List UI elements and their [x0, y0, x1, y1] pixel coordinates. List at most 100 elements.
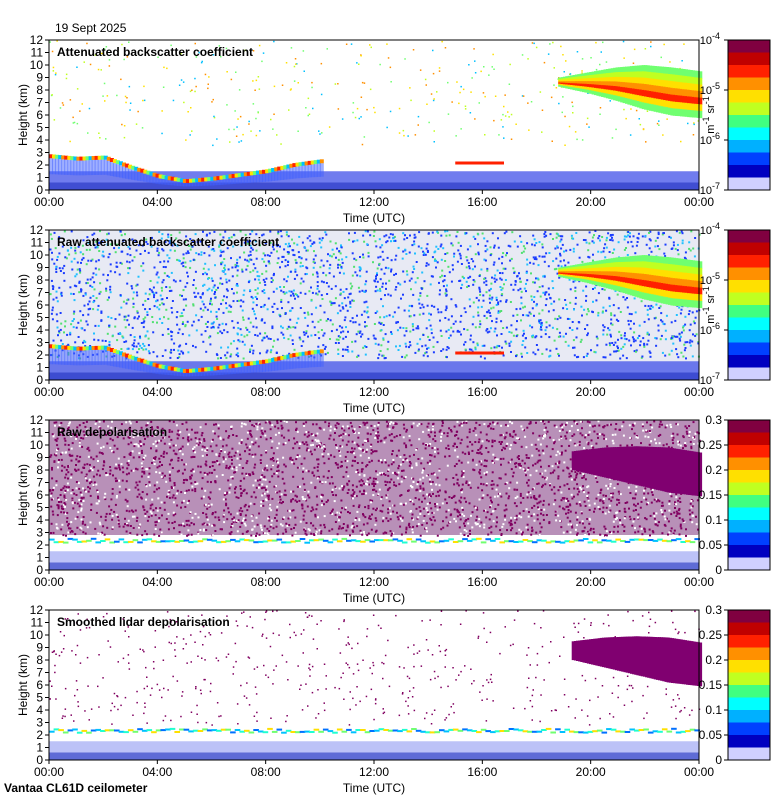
noise-pixel — [221, 299, 224, 302]
high-cloud-pixel — [636, 291, 641, 298]
noise-pixel — [333, 500, 336, 503]
noise-pixel — [179, 294, 182, 297]
cloud-layer-pixel — [228, 364, 233, 369]
high-cloud-pixel — [625, 256, 629, 263]
high-cloud-pixel — [586, 89, 591, 94]
x-tick-label: 20:00 — [576, 385, 606, 399]
noise-pixel — [467, 262, 470, 264]
noise-pixel — [533, 238, 536, 241]
high-cloud-pixel — [596, 77, 600, 82]
noise-pixel — [678, 231, 681, 234]
high-cloud-pixel — [696, 267, 700, 275]
noise-pixel — [596, 344, 599, 347]
noise-pixel — [510, 340, 513, 343]
noise-pixel — [532, 262, 535, 265]
noise-pixel — [127, 314, 130, 317]
high-cloud-pixel — [644, 71, 648, 79]
high-cloud-pixel — [668, 297, 672, 305]
noise-pixel — [150, 512, 153, 515]
noise-pixel — [360, 470, 363, 473]
noise-pixel — [221, 322, 224, 325]
noise-pixel — [483, 258, 486, 261]
noise-pixel — [579, 340, 582, 343]
noise-pixel — [75, 433, 78, 436]
noise-pixel — [469, 305, 472, 308]
noise-pixel — [254, 496, 257, 499]
noise-pixel — [538, 319, 540, 322]
noise-pixel — [80, 288, 83, 291]
noise-pixel — [69, 531, 72, 534]
cloud-layer-pixel — [271, 168, 276, 172]
noise-pixel — [99, 282, 102, 285]
noise-pixel — [465, 266, 468, 269]
noise-pixel — [145, 241, 148, 243]
noise-pixel — [133, 345, 135, 348]
noise-pixel — [604, 243, 607, 246]
noise-pixel — [234, 263, 237, 266]
noise-pixel — [588, 242, 591, 245]
noise-pixel — [316, 275, 319, 278]
cloud-below-pixel — [234, 177, 239, 184]
noise-pixel — [397, 282, 400, 285]
noise-pixel — [345, 43, 348, 45]
noise-pixel — [329, 434, 332, 437]
noise-pixel — [192, 320, 195, 323]
noise-pixel — [627, 234, 630, 237]
noise-pixel — [181, 294, 183, 297]
noise-pixel — [440, 258, 443, 261]
noise-pixel — [666, 118, 668, 120]
noise-pixel — [147, 350, 150, 353]
noise-pixel — [659, 338, 662, 341]
noise-pixel — [74, 249, 77, 252]
high-cloud-pixel — [641, 71, 645, 79]
cloud-layer-pixel — [316, 349, 321, 354]
high-cloud-pixel — [622, 77, 626, 83]
noise-pixel — [530, 101, 533, 103]
noise-pixel — [416, 517, 419, 520]
heatmap-field — [49, 230, 703, 380]
cloud-layer-pixel — [271, 358, 276, 362]
noise-pixel — [99, 137, 101, 139]
high-cloud-pixel — [641, 267, 645, 275]
noise-pixel — [678, 337, 681, 340]
noise-pixel — [231, 266, 234, 269]
noise-pixel — [337, 353, 340, 355]
high-cloud-pixel — [670, 81, 674, 89]
noise-pixel — [554, 247, 557, 250]
cloud-layer-pixel — [94, 155, 99, 160]
high-cloud-pixel — [694, 273, 698, 282]
noise-pixel — [221, 332, 224, 335]
cloud-below-pixel — [249, 365, 254, 373]
noise-pixel — [414, 252, 416, 255]
noise-pixel — [236, 126, 238, 128]
noise-pixel — [654, 316, 657, 319]
noise-pixel — [202, 230, 204, 233]
noise-pixel — [362, 234, 365, 237]
cloud-layer-pixel — [249, 361, 254, 366]
noise-pixel — [287, 261, 290, 263]
noise-pixel — [396, 511, 398, 514]
noise-pixel — [213, 116, 216, 119]
noise-pixel — [195, 252, 198, 255]
noise-pixel — [296, 63, 298, 65]
noise-pixel — [279, 266, 281, 269]
noise-pixel — [325, 319, 328, 322]
noise-pixel — [217, 286, 219, 289]
noise-pixel — [467, 276, 470, 279]
noise-pixel — [605, 343, 608, 346]
noise-pixel — [108, 340, 111, 343]
noise-pixel — [321, 298, 324, 300]
noise-pixel — [242, 357, 245, 360]
noise-pixel — [383, 437, 386, 440]
high-cloud-pixel — [651, 275, 655, 282]
noise-pixel — [163, 66, 165, 69]
panel-title: Raw attenuated backscatter coefficient — [57, 235, 279, 249]
noise-pixel — [95, 260, 98, 263]
high-cloud-pixel — [665, 87, 669, 95]
y-tick-label: 4 — [36, 323, 43, 337]
noise-pixel — [236, 269, 239, 272]
noise-pixel — [87, 303, 90, 306]
high-cloud-pixel — [656, 262, 660, 270]
noise-pixel — [426, 249, 429, 252]
noise-pixel — [217, 357, 220, 360]
